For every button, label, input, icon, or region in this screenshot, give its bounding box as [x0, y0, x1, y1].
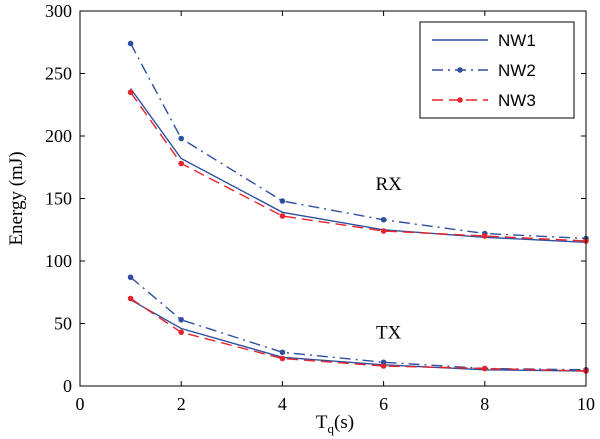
data-point-rx-nw3: [279, 213, 286, 219]
data-point-tx-nw3: [279, 355, 286, 362]
x-tick-label: 6: [379, 394, 388, 414]
series-line-rx-nw2: [129, 43, 587, 240]
y-tick-label: 200: [45, 126, 72, 146]
series-layer: [127, 40, 589, 374]
y-axis-label: Energy (mJ): [6, 151, 27, 245]
x-tick-label: 10: [577, 394, 595, 414]
y-tick-label: 50: [54, 314, 72, 334]
legend-label: NW2: [498, 61, 536, 80]
x-tick-label: 8: [480, 394, 489, 414]
series-line-tx-nw1: [130, 299, 587, 372]
series-line-rx-nw1: [130, 88, 587, 243]
y-tick-label: 250: [45, 64, 72, 84]
data-point-rx-nw3: [380, 228, 387, 234]
legend: NW1 NW2 NW3: [419, 21, 575, 119]
series-line-rx-nw3: [130, 91, 587, 242]
annotations: RX TX: [375, 174, 402, 344]
data-point-tx-nw3: [482, 365, 488, 372]
data-point-rx-nw2: [178, 135, 184, 142]
data-point-rx-nw3: [482, 233, 488, 239]
y-tick-label: 150: [45, 189, 72, 209]
legend-marker: [457, 97, 463, 103]
x-tick-label: 4: [278, 394, 287, 414]
series-line-tx-nw2: [130, 276, 587, 371]
legend-label: NW3: [498, 91, 536, 110]
legend-marker: [457, 67, 463, 73]
data-point-tx-nw3: [380, 363, 387, 369]
series-line-tx-nw3: [130, 297, 587, 372]
annotation-rx: RX: [375, 174, 402, 195]
y-tick-label: 100: [45, 251, 72, 271]
data-point-rx-nw2: [380, 216, 387, 223]
y-tick-label: 0: [63, 376, 72, 396]
data-point-tx-nw2: [178, 316, 184, 323]
annotation-tx: TX: [376, 323, 402, 344]
data-point-tx-nw2: [127, 274, 134, 281]
x-tick-label: 2: [177, 394, 186, 414]
data-point-tx-nw3: [127, 295, 134, 302]
y-tick-label: 300: [45, 1, 72, 21]
data-point-rx-nw3: [127, 89, 134, 96]
data-point-tx-nw3: [178, 329, 184, 336]
data-point-rx-nw3: [178, 160, 184, 167]
x-axis-label-suffix: (s): [334, 412, 354, 433]
legend-box: [419, 21, 575, 119]
x-axis-label-subscript: q: [328, 421, 335, 436]
data-point-rx-nw2: [279, 198, 286, 204]
data-point-rx-nw2: [127, 40, 134, 47]
x-tick-label: 0: [76, 394, 85, 414]
legend-label: NW1: [498, 31, 536, 50]
x-axis-label: Tq(s): [316, 412, 354, 436]
data-point-tx-nw2: [279, 349, 286, 356]
x-axis-label-main: T: [316, 412, 328, 433]
